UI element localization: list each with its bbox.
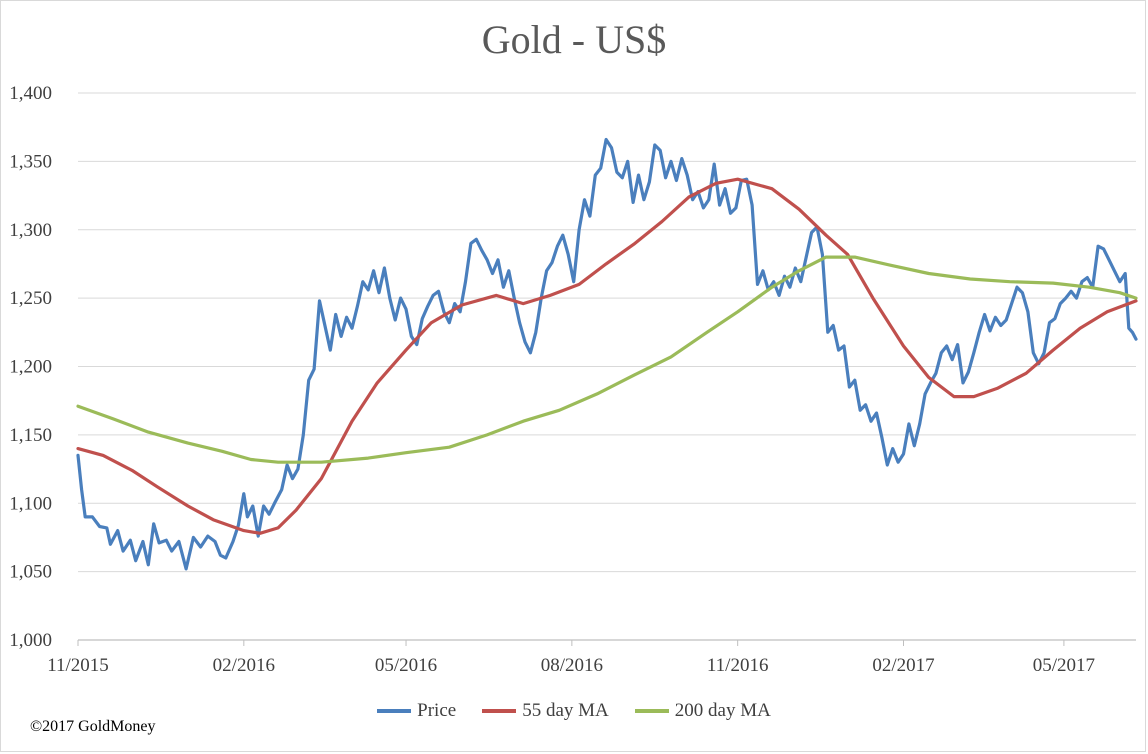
x-tick-label: 05/2016 xyxy=(375,655,437,676)
legend-item-price: Price xyxy=(377,700,456,722)
y-tick-label: 1,250 xyxy=(9,288,52,309)
y-tick-label: 1,300 xyxy=(9,220,52,241)
series-line-200-day-ma xyxy=(76,255,1138,464)
series-line-55-day-ma xyxy=(76,177,1138,535)
x-tick-labels: 11/2015 02/2016 05/2016 08/2016 11/2016 02/20… xyxy=(47,655,1095,676)
y-tick-label: 1,150 xyxy=(9,425,52,446)
legend: Price 55 day MA 200 day MA xyxy=(0,700,1148,722)
legend-label-200-day-ma: 200 day MA xyxy=(674,700,771,721)
x-tick-label: 02/2016 xyxy=(213,655,275,676)
axes xyxy=(77,639,1136,646)
series-line-price xyxy=(76,137,1138,571)
x-tick-label: 08/2016 xyxy=(541,655,603,676)
legend-item-200-day-ma: 200 day MA xyxy=(634,700,771,722)
legend-label-55-day-ma: 55 day MA xyxy=(522,700,609,721)
x-tick-label: 11/2016 xyxy=(707,655,769,676)
x-tick-label: 02/2017 xyxy=(872,655,934,676)
legend-item-55-day-ma: 55 day MA xyxy=(482,700,609,722)
legend-swatch-price xyxy=(377,709,412,713)
x-tick-label: 11/2015 xyxy=(47,655,109,676)
copyright-text: ©2017 GoldMoney xyxy=(30,718,156,735)
legend-swatch-55-day-ma xyxy=(482,709,517,713)
legend-label-price: Price xyxy=(417,700,457,721)
y-tick-label: 1,050 xyxy=(9,562,52,583)
y-tick-label: 1,200 xyxy=(9,357,52,378)
y-tick-label: 1,000 xyxy=(9,630,52,651)
chart-title: Gold - US$ xyxy=(481,17,667,62)
y-tick-label: 1,350 xyxy=(9,151,52,172)
y-tick-label: 1,400 xyxy=(9,83,52,104)
x-tick-label: 05/2017 xyxy=(1033,655,1095,676)
legend-swatch-200-day-ma xyxy=(634,709,669,713)
chart-plot: 1,000 1,050 1,100 1,150 1,200 1,250 1,300 1,350… xyxy=(9,83,1138,676)
series-lines xyxy=(76,137,1138,571)
gridlines xyxy=(78,92,1136,573)
y-tick-labels: 1,000 1,050 1,100 1,150 1,200 1,250 1,300 1,350… xyxy=(9,83,52,651)
y-tick-label: 1,100 xyxy=(9,493,52,514)
